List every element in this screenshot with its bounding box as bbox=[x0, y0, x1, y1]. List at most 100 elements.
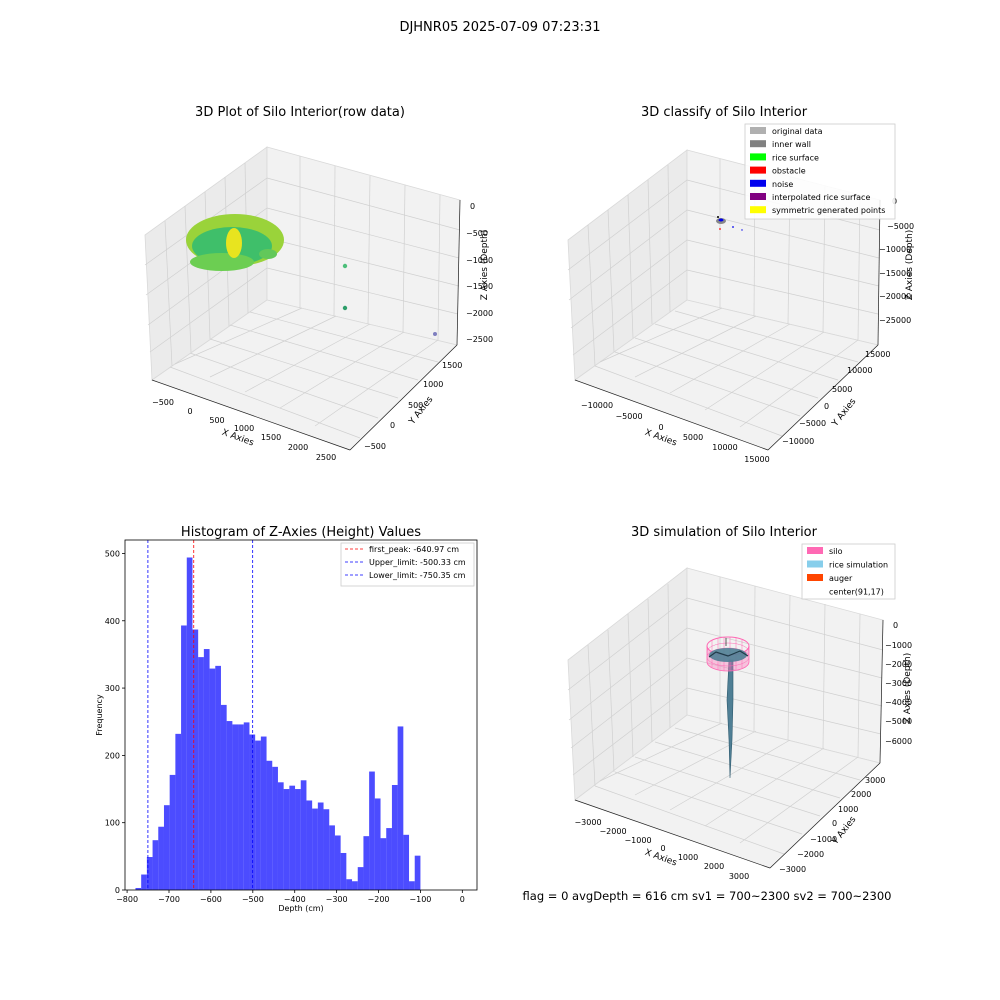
classify-y-tick: 5000 bbox=[832, 385, 852, 394]
raw-point-cloud bbox=[186, 214, 437, 336]
classify-x-axis-line bbox=[574, 379, 769, 451]
histogram-y-tick-label: 500 bbox=[105, 549, 120, 558]
simulation-y-tick: −1000 bbox=[810, 835, 837, 844]
histogram-bar bbox=[323, 809, 330, 890]
histogram-x-tick-label: −200 bbox=[368, 895, 390, 904]
raw-z-tick: −2000 bbox=[466, 309, 493, 318]
histogram-x-tick-label: −800 bbox=[116, 895, 138, 904]
raw-cloud-base bbox=[190, 253, 254, 271]
simulation-legend-swatch bbox=[807, 574, 823, 581]
histogram-x-tick-label: −100 bbox=[409, 895, 431, 904]
simulation-z-axis-label: Z Axies (Depth) bbox=[903, 653, 913, 724]
classify-x-tick: 10000 bbox=[712, 443, 737, 452]
histogram-bar bbox=[266, 760, 273, 890]
histogram-bar bbox=[357, 867, 364, 890]
raw-x-axis-line bbox=[151, 379, 351, 451]
histogram-y-ticks: 0 100 200 300 400 500 bbox=[105, 549, 125, 895]
classify-y-axis-line bbox=[767, 344, 879, 451]
histogram-bar bbox=[192, 629, 199, 890]
histogram-bar bbox=[260, 736, 267, 890]
classify-center-point bbox=[717, 216, 719, 218]
simulation-x-tick: 2000 bbox=[704, 862, 724, 871]
classify-z-axis-label: Z Axies (Depth) bbox=[905, 230, 915, 301]
histogram-bar bbox=[334, 835, 341, 890]
classify-y-tick: −10000 bbox=[782, 437, 814, 446]
histogram-bar bbox=[391, 785, 398, 890]
histogram-bar bbox=[300, 780, 307, 890]
simulation-panel-title: 3D simulation of Silo Interior bbox=[631, 525, 818, 540]
histogram-legend-label: Upper_limit: -500.33 cm bbox=[369, 558, 466, 567]
raw-x-tick: 1500 bbox=[261, 433, 281, 442]
histogram-bar bbox=[289, 785, 296, 890]
raw-y-tick: 0 bbox=[390, 421, 395, 430]
raw-z-tick: −500 bbox=[466, 229, 488, 238]
raw-z-tick: −1000 bbox=[466, 256, 493, 265]
classify-legend-swatch bbox=[750, 193, 766, 200]
classify-legend-label: obstacle bbox=[772, 167, 806, 176]
classify-z-tick: −25000 bbox=[879, 316, 911, 325]
histogram-y-tick-label: 100 bbox=[105, 819, 120, 828]
histogram-bar bbox=[369, 771, 375, 890]
histogram-bar bbox=[317, 802, 324, 890]
histogram-axes-frame bbox=[124, 539, 478, 891]
simulation-x-tick: −1000 bbox=[624, 836, 651, 845]
raw-z-axis-line bbox=[456, 199, 461, 346]
simulation-legend-swatch bbox=[807, 547, 823, 554]
classify-z-axis-line bbox=[877, 199, 881, 346]
histogram-bar bbox=[380, 838, 387, 890]
histogram-bars bbox=[135, 557, 421, 890]
classify-y-tick: 10000 bbox=[847, 366, 872, 375]
classify-legend-swatch bbox=[750, 166, 766, 174]
histogram-bar bbox=[329, 825, 335, 890]
simulation-rice-surface bbox=[709, 648, 747, 662]
histogram-bar bbox=[135, 887, 142, 890]
simulation-legend-swatch bbox=[807, 587, 823, 595]
histogram-bar bbox=[169, 774, 176, 890]
simulation-grid bbox=[567, 577, 884, 855]
histogram-x-ticks: −800 −700 −600 −500 −400 −300 −200 −100 0 bbox=[116, 890, 465, 904]
raw-y-axis-line bbox=[349, 344, 458, 451]
classify-legend-label: interpolated rice surface bbox=[772, 193, 870, 202]
histogram-bar bbox=[352, 881, 358, 890]
histogram-bar bbox=[414, 855, 421, 890]
classify-obstacle-point bbox=[719, 228, 721, 230]
histogram-y-tick-label: 300 bbox=[105, 684, 120, 693]
classify-x-tick: −5000 bbox=[615, 412, 642, 421]
classify-legend-label: symmetric generated points bbox=[772, 206, 885, 215]
raw-y-tick: 1500 bbox=[442, 361, 462, 370]
classify-legend-swatch bbox=[750, 140, 766, 148]
classify-panel-title: 3D classify of Silo Interior bbox=[641, 105, 808, 120]
histogram-y-tick-label: 200 bbox=[105, 751, 120, 760]
classify-y-tick: 15000 bbox=[865, 350, 890, 359]
histogram-x-tick-label: −400 bbox=[284, 895, 306, 904]
simulation-y-axis-line bbox=[769, 762, 881, 869]
classify-legend-label: noise bbox=[772, 180, 793, 189]
classify-x-tick: 0 bbox=[658, 423, 663, 432]
raw-z-tick: −1500 bbox=[466, 282, 493, 291]
simulation-legend-swatch bbox=[807, 560, 823, 568]
simulation-y-tick: −2000 bbox=[797, 850, 824, 859]
simulation-z-tick: −4000 bbox=[885, 698, 912, 707]
histogram-legend: first_peak: -640.97 cm Upper_limit: -500.… bbox=[340, 542, 475, 587]
simulation-x-tick: 1000 bbox=[678, 853, 698, 862]
simulation-z-axis-line bbox=[879, 619, 884, 764]
histogram-x-tick-label: −700 bbox=[158, 895, 180, 904]
histogram-y-axis-label: Frequency bbox=[95, 694, 104, 736]
classify-legend-label: original data bbox=[772, 127, 823, 136]
histogram-bar bbox=[386, 828, 392, 890]
simulation-x-tick: −2000 bbox=[599, 827, 626, 836]
raw-3d-panel: 3D Plot of Silo Interior(row data) bbox=[144, 105, 493, 462]
simulation-x-tick: 0 bbox=[660, 844, 665, 853]
figure-suptitle: DJHNR05 2025-07-09 07:23:31 bbox=[399, 20, 600, 35]
histogram-bar bbox=[363, 836, 370, 890]
simulation-z-tick: −1000 bbox=[885, 641, 912, 650]
histogram-bar bbox=[283, 789, 290, 890]
simulation-3d-panel: 3D simulation of Silo Interior bbox=[567, 525, 913, 881]
raw-x-tick: 500 bbox=[209, 416, 224, 425]
raw-x-tick: 1000 bbox=[234, 424, 254, 433]
histogram-legend-label: Lower_limit: -750.35 cm bbox=[369, 571, 466, 580]
simulation-legend-label: auger bbox=[829, 574, 853, 583]
raw-x-tick: 2500 bbox=[316, 453, 336, 462]
raw-outlier-point bbox=[342, 263, 348, 269]
classify-z-tick: −20000 bbox=[879, 292, 911, 301]
